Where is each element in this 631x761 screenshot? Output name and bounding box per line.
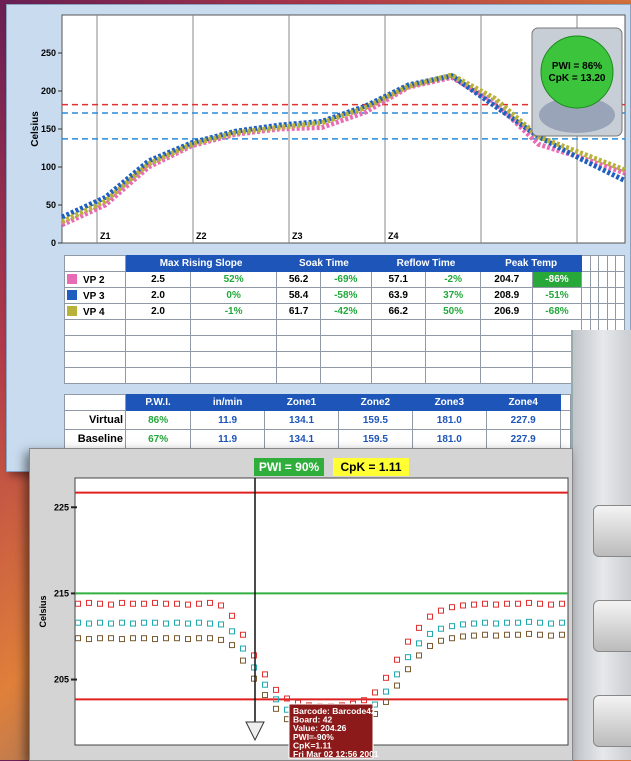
side-button[interactable]: [593, 600, 631, 652]
empty-cell: [607, 304, 616, 320]
empty-cell: [607, 256, 616, 272]
empty-cell: [581, 272, 590, 288]
empty-cell: [607, 288, 616, 304]
y-tick-label: 205: [54, 675, 69, 685]
empty-cell: [590, 304, 599, 320]
tooltip-line: Fri Mar 02 12:56 2001: [293, 749, 379, 759]
empty-cell: [599, 304, 608, 320]
empty-cell: [599, 272, 608, 288]
empty-cell: [616, 304, 625, 320]
y-tick-label: 215: [54, 588, 69, 598]
empty-cell: [607, 272, 616, 288]
pwi-text: PWI = 90%: [259, 460, 320, 474]
side-panel: [571, 330, 631, 760]
empty-cell: [616, 272, 625, 288]
page: {"chart_data": [ {"type": "line", "y_lab…: [0, 0, 631, 760]
empty-cell: [581, 304, 590, 320]
empty-cell: [590, 256, 599, 272]
empty-cell: [616, 256, 625, 272]
y-axis-label: Celsius: [38, 595, 48, 627]
spc-chart: PWI = 90%CpK = 1.11Celsius205215225Barco…: [0, 0, 571, 760]
empty-cell: [590, 272, 599, 288]
empty-cell: [581, 288, 590, 304]
cpk-text: CpK = 1.11: [340, 460, 401, 474]
y-tick-label: 225: [54, 502, 69, 512]
empty-cell: [590, 288, 599, 304]
empty-cell: [599, 256, 608, 272]
empty-cell: [616, 288, 625, 304]
empty-cell: [599, 288, 608, 304]
side-button[interactable]: [593, 505, 631, 557]
side-button[interactable]: [593, 695, 631, 747]
empty-cell: [581, 256, 590, 272]
